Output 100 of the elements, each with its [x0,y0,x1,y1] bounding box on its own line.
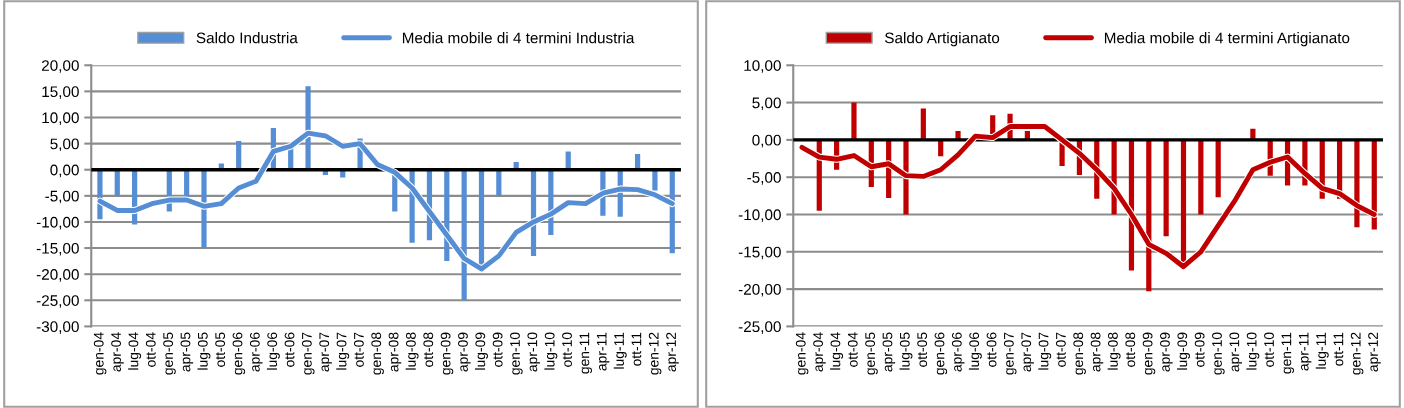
x-tick-label: lug-05 [197,332,211,370]
x-tick-label: lug-10 [544,332,558,370]
x-tick-label: gen-04 [93,332,107,375]
x-tick-label: lug-11 [1315,332,1329,369]
x-tick-label: gen-05 [163,332,176,375]
x-tick-label: ott-10 [1264,332,1274,367]
x-tick-label: lug-04 [830,332,844,370]
x-tick-label: gen-11 [1281,332,1295,374]
x-tick-label: gen-10 [510,332,523,375]
x-tick-label: apr-05 [180,332,194,372]
x-tick-label: lug-10 [1246,332,1260,370]
y-tick-label: -20,00 [36,269,79,282]
legend-label: Media mobile di 4 termini Artigianato [1104,32,1350,47]
legend-label: Media mobile di 4 termini Industria [402,32,635,44]
x-tick-label: ott-04 [145,332,156,367]
x-tick-label: gen-12 [1350,332,1364,375]
x-tick-label: lug-08 [405,332,419,370]
x-tick-label: apr-07 [1021,332,1034,372]
x-tick-label: ott-10 [562,332,572,367]
bar [1198,139,1204,215]
bar [1215,139,1221,198]
y-tick-label: -10,00 [36,216,79,230]
x-tick-label: gen-07 [301,332,315,375]
y-tick-label: -25,00 [738,321,781,334]
x-tick-label: ott-06 [986,332,997,367]
x-tick-label: gen-12 [648,332,662,375]
x-tick-label: apr-11 [596,332,610,371]
x-tick-label: lug-05 [899,332,913,370]
bar [496,169,502,196]
bar [201,169,207,249]
bar [236,141,242,170]
x-tick-label: gen-04 [795,332,809,375]
x-tick-label: apr-06 [951,332,965,372]
y-tick-label: -20,00 [738,283,781,297]
x-tick-label: apr-04 [111,332,124,372]
legend-label: Saldo Industria [196,32,298,44]
y-tick-label: -15,00 [36,242,79,256]
x-tick-label: gen-11 [579,332,593,374]
x-tick-label: gen-10 [1212,332,1225,375]
x-tick-label: lug-09 [1177,332,1190,370]
x-tick-label: ott-11 [1333,332,1344,366]
x-tick-label: ott-06 [284,332,295,367]
y-tick-label: 5,00 [50,138,79,152]
x-tick-label: ott-11 [631,332,642,366]
bar [1163,139,1169,237]
bar [1180,139,1187,264]
y-tick-label: -10,00 [738,209,781,222]
y-tick-label: -15,00 [738,246,781,260]
x-tick-label: lug-08 [1107,332,1121,370]
x-tick-label: apr-09 [1160,332,1173,372]
x-tick-label: apr-08 [1090,332,1104,372]
x-tick-label: gen-08 [371,332,384,375]
x-tick-label: apr-09 [458,332,471,372]
x-tick-label: ott-05 [917,332,928,367]
bar [1354,139,1360,228]
y-tick-label: -5,00 [45,190,79,204]
y-tick-label: 5,00 [752,97,781,111]
x-tick-label: gen-06 [934,332,948,375]
bar [851,102,857,140]
y-tick-label: 0,00 [50,164,79,178]
y-tick-label: 10,00 [42,112,79,125]
y-tick-label: 10,00 [744,60,781,73]
x-tick-label: apr-07 [319,332,332,372]
x-tick-label: apr-05 [882,332,896,372]
x-tick-label: ott-07 [1055,332,1066,367]
x-tick-label: gen-05 [865,332,878,375]
x-tick-label: lug-06 [968,332,982,370]
x-tick-label: apr-08 [388,332,402,372]
x-tick-label: ott-04 [847,332,858,367]
x-tick-label: apr-11 [1298,332,1312,371]
x-tick-label: gen-09 [1142,332,1156,375]
x-tick-label: ott-07 [353,332,364,367]
legend-label: Saldo Artigianato [885,32,1000,47]
x-tick-label: gen-09 [440,332,454,375]
x-tick-label: ott-08 [423,332,434,367]
x-tick-label: apr-04 [813,332,826,372]
x-tick-label: lug-04 [128,332,142,370]
x-tick-label: apr-12 [666,332,679,372]
x-tick-label: lug-06 [266,332,280,370]
bar [903,139,909,215]
x-tick-label: apr-10 [527,332,540,372]
x-tick-label: lug-07 [1038,332,1052,370]
x-tick-label: lug-07 [336,332,350,370]
y-tick-label: 15,00 [42,86,79,99]
bar [1059,139,1065,166]
x-tick-label: ott-05 [215,332,226,367]
x-tick-label: gen-06 [232,332,246,375]
x-tick-label: apr-06 [249,332,263,372]
x-tick-label: lug-09 [475,332,488,370]
x-tick-label: gen-08 [1073,332,1086,375]
x-tick-label: ott-09 [1194,332,1205,367]
x-tick-label: ott-08 [1125,332,1136,367]
x-tick-label: ott-09 [492,332,503,367]
bar [114,169,120,196]
y-tick-label: 0,00 [752,134,781,148]
x-tick-label: gen-07 [1003,332,1017,375]
x-tick-label: lug-11 [613,332,627,369]
y-tick-label: -5,00 [747,172,781,185]
x-tick-label: apr-10 [1229,332,1242,372]
x-tick-label: apr-12 [1368,332,1381,372]
